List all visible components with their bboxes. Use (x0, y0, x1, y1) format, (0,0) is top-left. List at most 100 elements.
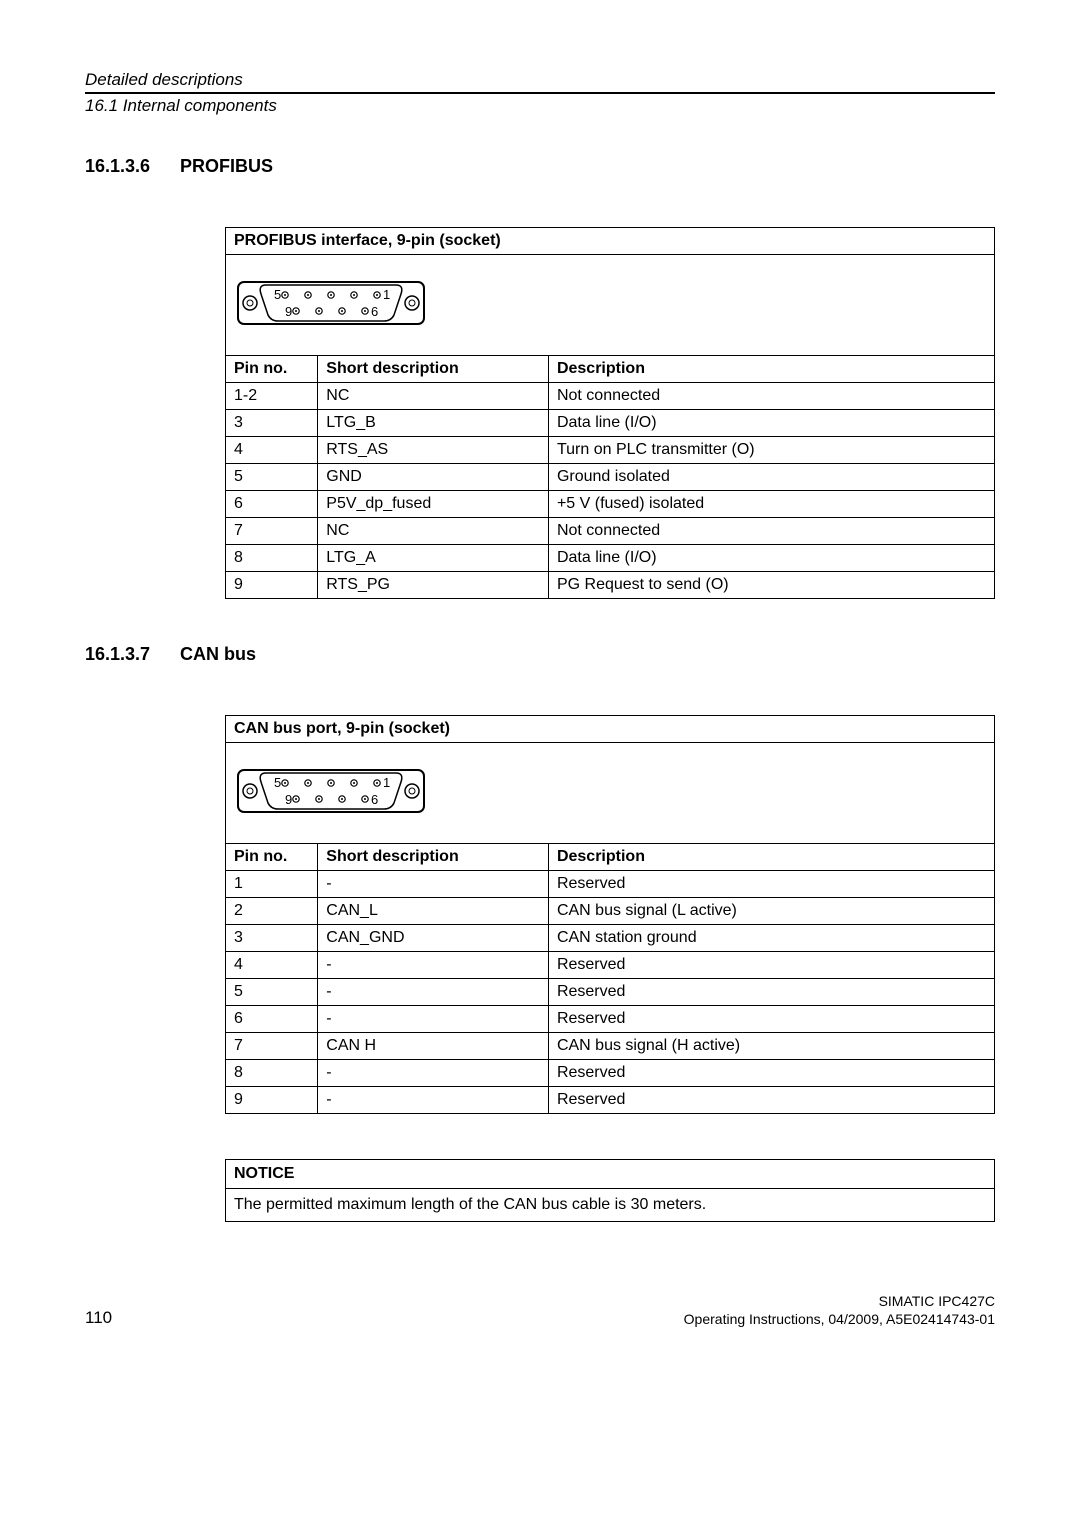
header-rule (85, 92, 995, 94)
table-cell: 1-2 (226, 383, 318, 410)
table-cell: 7 (226, 518, 318, 545)
table-row: 1-2NCNot connected (226, 383, 995, 410)
table-cell: 9 (226, 572, 318, 599)
page-container: Detailed descriptions 16.1 Internal comp… (0, 0, 1080, 1378)
table-row: 3CAN_GNDCAN station ground (226, 925, 995, 952)
profibus-table: PROFIBUS interface, 9-pin (socket) (225, 227, 995, 599)
table-row: 4RTS_ASTurn on PLC transmitter (O) (226, 437, 995, 464)
section-title: CAN bus (180, 644, 256, 664)
table-cell: LTG_B (318, 410, 549, 437)
page-number: 110 (85, 1308, 112, 1328)
table-cell: NC (318, 518, 549, 545)
table-cell: 6 (226, 1006, 318, 1033)
section-title: PROFIBUS (180, 156, 273, 176)
table-cell: PG Request to send (O) (548, 572, 994, 599)
table-cell: Reserved (548, 952, 994, 979)
table-cell: 4 (226, 952, 318, 979)
pin-label-9: 9 (285, 304, 292, 319)
table-cell: 3 (226, 410, 318, 437)
header-chapter: Detailed descriptions (85, 70, 995, 90)
footer-docinfo: SIMATIC IPC427C Operating Instructions, … (684, 1292, 995, 1328)
table-row: 2CAN_LCAN bus signal (L active) (226, 898, 995, 925)
table-cell: NC (318, 383, 549, 410)
connector-diagram-row: 5 1 9 6 (226, 255, 995, 356)
table-cell: CAN H (318, 1033, 549, 1060)
column-header: Description (548, 844, 994, 871)
table-header-row: Pin no. Short description Description (226, 844, 995, 871)
section-heading-profibus: 16.1.3.6 PROFIBUS (85, 156, 995, 177)
table-cell: CAN_L (318, 898, 549, 925)
table-cell: Reserved (548, 871, 994, 898)
table-cell: RTS_PG (318, 572, 549, 599)
section-number: 16.1.3.7 (85, 644, 175, 665)
table-cell: 5 (226, 979, 318, 1006)
canbus-table-wrap: CAN bus port, 9-pin (socket) (225, 715, 995, 1114)
pin-label-6: 6 (371, 304, 378, 319)
notice-title: NOTICE (226, 1160, 994, 1189)
connector-diagram-cell: 5 1 9 6 (226, 743, 995, 844)
column-header: Pin no. (226, 844, 318, 871)
header-section: 16.1 Internal components (85, 96, 995, 116)
pin-label-1: 1 (383, 287, 390, 302)
table-row: 7CAN HCAN bus signal (H active) (226, 1033, 995, 1060)
table-header-row: Pin no. Short description Description (226, 356, 995, 383)
section-heading-canbus: 16.1.3.7 CAN bus (85, 644, 995, 665)
table-cell: - (318, 1087, 549, 1114)
table-row: 5GNDGround isolated (226, 464, 995, 491)
table-cell: Reserved (548, 1087, 994, 1114)
table-row: 9RTS_PGPG Request to send (O) (226, 572, 995, 599)
table-title-row: PROFIBUS interface, 9-pin (socket) (226, 228, 995, 255)
table-cell: - (318, 952, 549, 979)
pin-label-9: 9 (285, 792, 292, 807)
table-title: CAN bus port, 9-pin (socket) (226, 716, 995, 743)
canbus-rows: 1-Reserved2CAN_LCAN bus signal (L active… (226, 871, 995, 1114)
table-cell: +5 V (fused) isolated (548, 491, 994, 518)
table-cell: 6 (226, 491, 318, 518)
table-cell: 2 (226, 898, 318, 925)
notice-body: The permitted maximum length of the CAN … (226, 1189, 994, 1221)
table-row: 6-Reserved (226, 1006, 995, 1033)
table-row: 8LTG_AData line (I/O) (226, 545, 995, 572)
table-cell: Data line (I/O) (548, 410, 994, 437)
table-cell: CAN station ground (548, 925, 994, 952)
pin-label-5: 5 (274, 287, 281, 302)
table-cell: Not connected (548, 383, 994, 410)
pin-label-6: 6 (371, 792, 378, 807)
table-cell: - (318, 871, 549, 898)
table-cell: CAN bus signal (H active) (548, 1033, 994, 1060)
table-cell: P5V_dp_fused (318, 491, 549, 518)
column-header: Short description (318, 844, 549, 871)
table-cell: CAN bus signal (L active) (548, 898, 994, 925)
table-cell: Ground isolated (548, 464, 994, 491)
table-cell: LTG_A (318, 545, 549, 572)
db9-connector-icon: 5 1 9 6 (236, 270, 426, 335)
footer-product: SIMATIC IPC427C (684, 1292, 995, 1310)
table-cell: 7 (226, 1033, 318, 1060)
footer-doc: Operating Instructions, 04/2009, A5E0241… (684, 1310, 995, 1328)
table-cell: Reserved (548, 979, 994, 1006)
table-cell: 4 (226, 437, 318, 464)
table-row: 5-Reserved (226, 979, 995, 1006)
profibus-table-wrap: PROFIBUS interface, 9-pin (socket) (225, 227, 995, 599)
db9-connector-icon: 5 1 9 6 (236, 758, 426, 823)
table-cell: Turn on PLC transmitter (O) (548, 437, 994, 464)
pin-label-1: 1 (383, 775, 390, 790)
table-cell: 8 (226, 1060, 318, 1087)
table-row: 8-Reserved (226, 1060, 995, 1087)
page-footer: 110 SIMATIC IPC427C Operating Instructio… (85, 1292, 995, 1328)
table-cell: 8 (226, 545, 318, 572)
table-title-row: CAN bus port, 9-pin (socket) (226, 716, 995, 743)
connector-diagram-cell: 5 1 9 6 (226, 255, 995, 356)
column-header: Pin no. (226, 356, 318, 383)
column-header: Short description (318, 356, 549, 383)
table-row: 3LTG_BData line (I/O) (226, 410, 995, 437)
column-header: Description (548, 356, 994, 383)
section-number: 16.1.3.6 (85, 156, 175, 177)
table-cell: Reserved (548, 1006, 994, 1033)
table-row: 6P5V_dp_fused+5 V (fused) isolated (226, 491, 995, 518)
table-row: 9-Reserved (226, 1087, 995, 1114)
table-cell: Reserved (548, 1060, 994, 1087)
table-cell: GND (318, 464, 549, 491)
table-cell: 3 (226, 925, 318, 952)
table-cell: 1 (226, 871, 318, 898)
